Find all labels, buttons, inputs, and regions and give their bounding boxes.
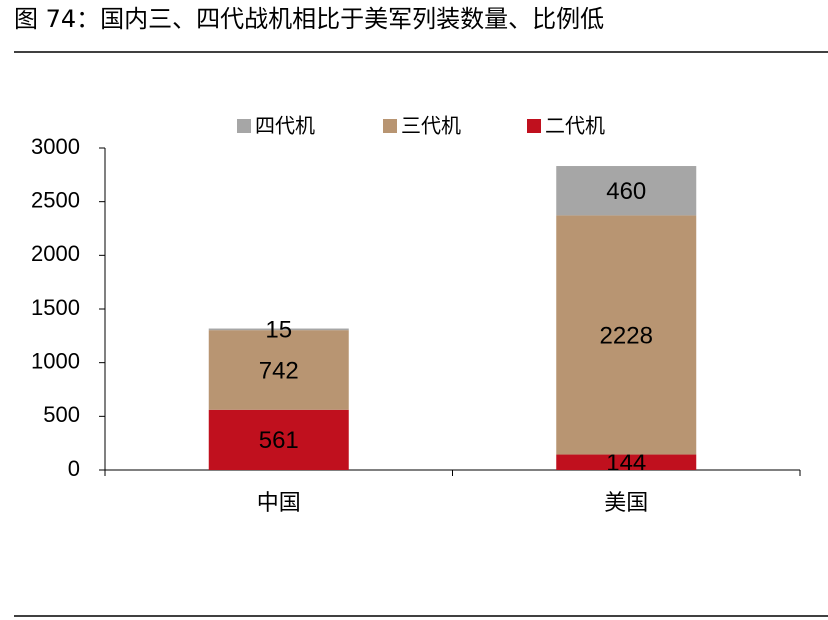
y-tick-label: 0 [68, 456, 80, 481]
legend-label: 二代机 [545, 114, 605, 138]
legend-label: 三代机 [401, 114, 461, 138]
bar-segment [208, 330, 349, 410]
bar-segment [208, 409, 349, 470]
chart-title: 图 74：国内三、四代战机相比于美军列装数量、比例低 [14, 5, 604, 33]
y-tick-label: 1000 [31, 348, 80, 373]
bar-segment [556, 215, 697, 455]
y-tick-label: 2500 [31, 187, 80, 212]
legend-swatch [527, 119, 541, 133]
x-tick-label: 美国 [604, 491, 648, 516]
y-tick-label: 500 [43, 402, 80, 427]
bar-segment [556, 454, 697, 470]
bar-segment [208, 328, 349, 331]
y-tick-label: 3000 [31, 134, 80, 159]
legend-swatch [383, 119, 397, 133]
bar-segment [556, 166, 697, 216]
data-label: 742 [259, 357, 299, 384]
legend-swatch [237, 119, 251, 133]
y-tick-label: 2000 [31, 241, 80, 266]
legend-label: 四代机 [255, 114, 315, 138]
x-tick-label: 中国 [257, 491, 301, 516]
data-label: 15 [265, 317, 292, 344]
data-label: 460 [606, 178, 646, 205]
data-label: 2228 [600, 322, 653, 349]
data-label: 561 [259, 427, 299, 454]
y-tick-label: 1500 [31, 295, 80, 320]
